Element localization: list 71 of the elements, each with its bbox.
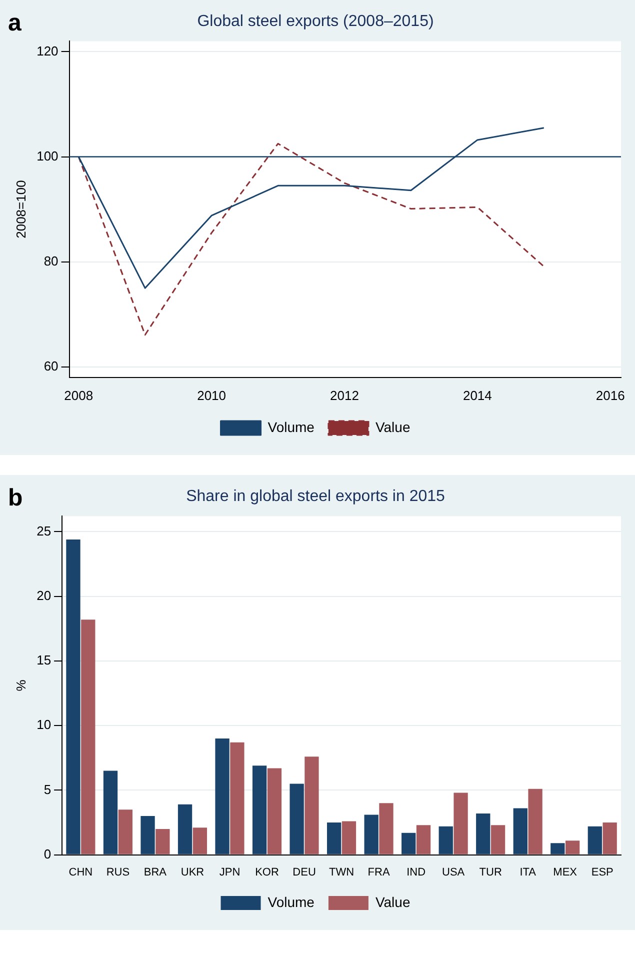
y-tick-label: 60 [44,358,58,374]
bar [342,821,356,854]
bar [513,808,528,854]
bar [178,804,192,854]
bar [81,620,96,854]
y-tick-label: 25 [36,523,52,538]
x-tick-label: 2012 [330,388,359,403]
bar [103,770,118,854]
x-tick-label: CHN [68,866,93,878]
legend-label: Volume [268,894,315,910]
x-tick-label: ESP [591,866,614,878]
chart-title: Share in global steel exports in 2015 [186,488,446,506]
y-tick-label: 20 [36,588,52,603]
x-tick-label: 2016 [596,388,625,403]
x-tick-label: FRA [368,866,390,878]
bar [66,539,80,854]
y-tick-label: 0 [44,846,52,862]
x-tick-label: IND [406,866,426,878]
text: b [8,484,23,512]
x-tick-label: 2008 [64,388,94,403]
bar [192,828,208,854]
bar [140,816,155,854]
x-tick-label: 2014 [462,388,492,403]
bar [588,826,602,854]
x-tick-label: USA [442,866,466,878]
bar [550,843,565,854]
legend-label: Value [375,894,410,910]
x-tick-label: TWN [329,866,354,878]
x-tick-label: RUS [106,866,130,878]
line-series [78,142,545,336]
bar [438,826,453,854]
bar [602,822,617,854]
x-tick-label: TUR [479,866,502,878]
bar [267,768,282,854]
y-tick-label: 100 [36,148,58,164]
bar [364,814,378,854]
bar [304,756,319,854]
x-tick-label: ITA [520,866,537,878]
bar [565,840,580,854]
bar [402,832,416,854]
x-tick-label: JPN [219,866,240,878]
bar [118,810,132,854]
x-tick-label: 2010 [197,388,226,403]
bar [528,788,542,854]
bar [215,738,230,854]
bar [230,742,244,854]
bar [490,825,506,854]
x-tick-label: DEU [292,866,316,878]
legend-label: Value [375,418,410,435]
x-tick-label: BRA [144,866,168,878]
bar [327,822,342,854]
x-tick-label: UKR [180,866,204,878]
x-tick-label: KOR [255,866,279,878]
bar [454,792,468,854]
text: a [8,10,22,37]
y-tick-label: 10 [36,717,52,732]
bar [290,784,304,854]
chart-title: Global steel exports (2008–2015) [197,13,434,30]
legend-label: Volume [268,418,315,435]
bar [252,766,267,854]
y-tick-label: 5 [44,782,52,797]
bar [156,828,170,854]
y-tick-label: 120 [36,43,58,58]
y-tick-label: 15 [36,652,52,668]
y-tick-label: 80 [44,253,58,268]
x-tick-label: MEX [553,866,578,878]
y-axis-title: % [13,679,28,692]
bar [476,813,490,854]
bar [416,825,431,854]
y-axis-title: 2008=100 [13,180,28,238]
bar [379,803,394,854]
